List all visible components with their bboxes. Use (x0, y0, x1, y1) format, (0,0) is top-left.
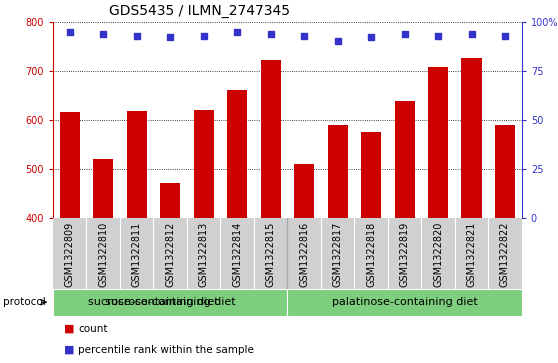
Point (300, 33, 309, 38)
Bar (227, 90, 247, 218)
Bar (93, 159, 113, 218)
Bar (53, 289, 287, 316)
Point (501, 33, 509, 38)
Text: GSM1322809: GSM1322809 (65, 221, 75, 287)
Text: GSM1322815: GSM1322815 (266, 221, 276, 287)
Text: GSM1322821: GSM1322821 (466, 221, 477, 287)
Bar (495, 125, 515, 218)
Text: protocol: protocol (3, 297, 46, 307)
Text: ■: ■ (64, 345, 75, 355)
Text: count: count (78, 324, 108, 334)
Bar (261, 60, 281, 218)
Point (166, 34, 175, 40)
Point (434, 33, 442, 38)
Text: GSM1322816: GSM1322816 (299, 221, 309, 287)
Bar (160, 183, 180, 218)
Text: palatinose-containing diet: palatinose-containing diet (331, 297, 478, 307)
Point (99, 30, 108, 36)
Text: GDS5435 / ILMN_2747345: GDS5435 / ILMN_2747345 (109, 4, 290, 18)
Bar (461, 58, 482, 218)
Point (132, 33, 141, 38)
Text: GSM1322810: GSM1322810 (98, 221, 108, 287)
Text: ■: ■ (64, 324, 75, 334)
Point (333, 38, 342, 44)
Text: GSM1322820: GSM1322820 (433, 221, 443, 287)
Bar (361, 132, 381, 218)
Text: GSM1322813: GSM1322813 (199, 221, 209, 287)
Point (199, 33, 208, 38)
Point (467, 30, 476, 36)
Text: GSM1322811: GSM1322811 (132, 221, 142, 287)
Point (400, 30, 409, 36)
Point (65, 29, 74, 34)
Bar (60, 113, 80, 218)
Text: GSM1322814: GSM1322814 (232, 221, 242, 287)
Text: sucrose-containing diet: sucrose-containing diet (88, 297, 219, 307)
Bar (294, 164, 314, 218)
Bar (287, 289, 522, 316)
Text: GSM1322818: GSM1322818 (366, 221, 376, 287)
Point (233, 29, 242, 34)
Bar (127, 111, 147, 218)
Bar (428, 67, 448, 218)
Text: GSM1322819: GSM1322819 (400, 221, 410, 287)
Text: sucrose-containing diet: sucrose-containing diet (105, 297, 235, 307)
Text: percentile rank within the sample: percentile rank within the sample (78, 345, 254, 355)
Point (266, 30, 275, 36)
Text: GSM1322812: GSM1322812 (165, 221, 175, 287)
Point (367, 34, 376, 40)
Bar (194, 110, 214, 218)
Text: GSM1322822: GSM1322822 (500, 221, 510, 287)
Bar (395, 101, 415, 218)
Text: GSM1322817: GSM1322817 (333, 221, 343, 287)
Bar (328, 125, 348, 218)
